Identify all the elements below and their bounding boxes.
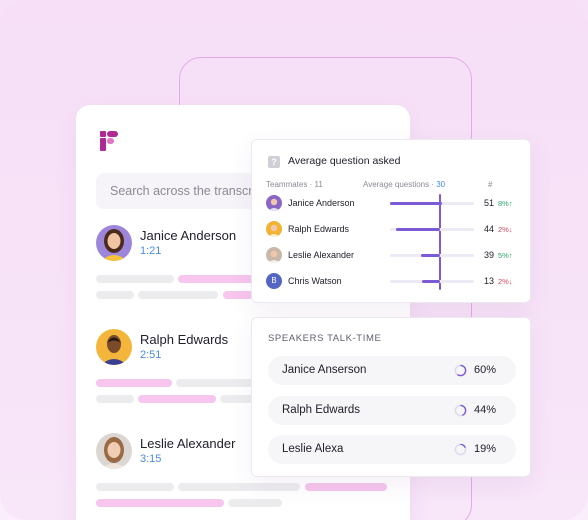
app-logo-icon [100,131,118,151]
placeholder-line [138,395,216,403]
average-value: 30 [436,180,446,189]
teammate-row[interactable]: Leslie Alexander 39 5%↑ [266,247,522,265]
placeholder-line [96,395,134,403]
trend-value: 8% [498,199,509,208]
speaker-name: Leslie Alexa [282,443,344,455]
speaker-row[interactable]: Ralph Edwards 44% [268,396,516,425]
question-bar-fill [421,254,440,257]
progress-ring-fill [454,404,467,417]
question-bar-fill [396,228,440,231]
card-title: SPEAKERS TALK-TIME [268,333,382,344]
average-label: Average questions [363,180,430,189]
transcript-time[interactable]: 1:21 [140,245,162,257]
arrow-up-icon: ↑ [508,199,513,208]
placeholder-line [178,483,300,491]
arrow-up-icon: ↑ [508,251,513,260]
avatar [266,221,282,237]
question-bar-track [390,228,474,231]
trend-value: 5% [498,251,509,260]
trend-delta: 2%↓ [498,277,513,286]
avatar: B [266,273,282,289]
avatar [266,247,282,263]
trend-delta: 2%↓ [498,225,513,234]
avatar [96,433,132,469]
teammate-name: Chris Watson [288,276,342,286]
placeholder-line [96,379,172,387]
column-header-teammates: Teammates · 11 [266,180,323,189]
column-header-count: # [488,180,493,189]
average-marker [439,194,441,290]
progress-ring-fill [454,443,467,456]
question-count: 51 [483,198,494,208]
transcript-time[interactable]: 2:51 [140,349,162,361]
teammate-row[interactable]: B Chris Watson 13 2%↓ [266,273,522,291]
speaker-row[interactable]: Janice Anserson 60% [268,356,516,385]
placeholder-line [220,395,254,403]
question-icon: ? [268,156,280,168]
trend-value: 2% [498,277,509,286]
teammate-name: Ralph Edwards [288,224,350,234]
placeholder-line [305,483,387,491]
teammate-row[interactable]: Janice Anderson 51 8%↑ [266,195,522,213]
teammate-row[interactable]: Ralph Edwards 44 2%↓ [266,221,522,239]
avatar [266,195,282,211]
question-count: 44 [483,224,494,234]
placeholder-line [96,291,134,299]
column-header-average: Average questions · 30 [363,180,446,189]
transcript-name: Leslie Alexander [140,436,236,451]
placeholder-line [178,275,260,283]
teammate-name: Leslie Alexander [288,250,355,260]
trend-value: 2% [498,225,509,234]
teammates-label: Teammates [266,180,308,189]
placeholder-line [176,379,256,387]
placeholder-line [96,275,174,283]
speaker-name: Ralph Edwards [282,404,360,416]
talk-percent: 19% [474,443,497,455]
avatar [96,225,132,261]
average-questions-card: ? Average question asked Teammates · 11 … [251,139,531,303]
speaker-row[interactable]: Leslie Alexa 19% [268,435,516,464]
placeholder-line [96,483,174,491]
question-bar-track [390,254,474,257]
speaker-name: Janice Anserson [282,364,367,376]
teammates-count: 11 [314,180,323,189]
trend-delta: 8%↑ [498,199,513,208]
teammate-name: Janice Anderson [288,198,355,208]
question-count: 39 [483,250,494,260]
question-count: 13 [483,276,494,286]
question-bar-track [390,202,474,205]
transcript-time[interactable]: 3:15 [140,453,162,465]
trend-delta: 5%↑ [498,251,513,260]
question-bar-fill [422,280,440,283]
talk-percent: 44% [474,404,497,416]
avatar [96,329,132,365]
arrow-down-icon: ↓ [508,277,513,286]
talk-percent: 60% [474,364,497,376]
transcript-name: Ralph Edwards [140,332,229,347]
progress-ring-fill [454,364,467,377]
placeholder-line [228,499,282,507]
progress-ring-icon [454,404,467,417]
card-title: Average question asked [288,155,401,167]
transcript-name: Janice Anderson [140,228,237,243]
question-bar-track [390,280,474,283]
speakers-talk-time-card: SPEAKERS TALK-TIME Janice Anserson 60% Ral… [251,317,531,477]
placeholder-line [138,291,218,299]
placeholder-line [96,499,224,507]
placeholder-line [223,291,253,299]
progress-ring-icon [454,443,467,456]
question-bar-fill [390,202,442,205]
progress-ring-icon [454,364,467,377]
arrow-down-icon: ↓ [508,225,513,234]
